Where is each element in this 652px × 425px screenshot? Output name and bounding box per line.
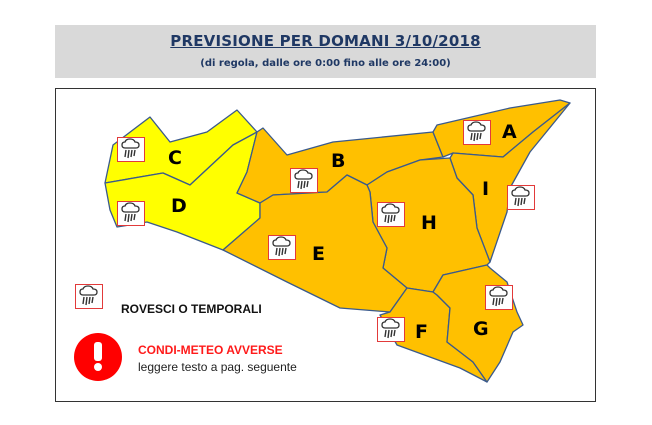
rain-storm-icon	[377, 317, 405, 342]
rain-storm-icon	[463, 120, 491, 145]
rain-storm-icon	[290, 168, 318, 193]
map-frame	[55, 88, 596, 402]
zone-label-e: E	[312, 243, 325, 265]
zone-e[interactable]	[222, 174, 408, 313]
exclamation-circle-icon	[74, 333, 122, 381]
header: PREVISIONE PER DOMANI 3/10/2018 (di rego…	[55, 25, 596, 78]
rain-storm-icon	[485, 285, 513, 310]
rain-storm-icon	[268, 235, 296, 260]
legend-label: ROVESCI O TEMPORALI	[121, 302, 262, 316]
rain-storm-icon	[507, 185, 535, 210]
zone-label-c: C	[168, 147, 182, 169]
rain-storm-icon	[377, 202, 405, 227]
page-subtitle: (di regola, dalle ore 0:00 fino alle ore…	[200, 58, 451, 69]
warning-text: leggere testo a pag. seguente	[138, 360, 297, 374]
zone-label-d: D	[171, 195, 187, 217]
zone-label-i: I	[482, 178, 489, 200]
zone-label-f: F	[415, 321, 428, 343]
rain-storm-icon	[117, 201, 145, 226]
page-title: PREVISIONE PER DOMANI 3/10/2018	[170, 32, 481, 50]
rain-storm-icon	[117, 137, 145, 162]
legend-rain-storm-icon	[75, 284, 103, 309]
warning-title: CONDI-METEO AVVERSE	[138, 343, 283, 357]
zone-label-a: A	[502, 121, 517, 143]
zone-label-g: G	[473, 318, 489, 340]
zone-label-h: H	[421, 212, 437, 234]
zone-label-b: B	[331, 150, 345, 172]
